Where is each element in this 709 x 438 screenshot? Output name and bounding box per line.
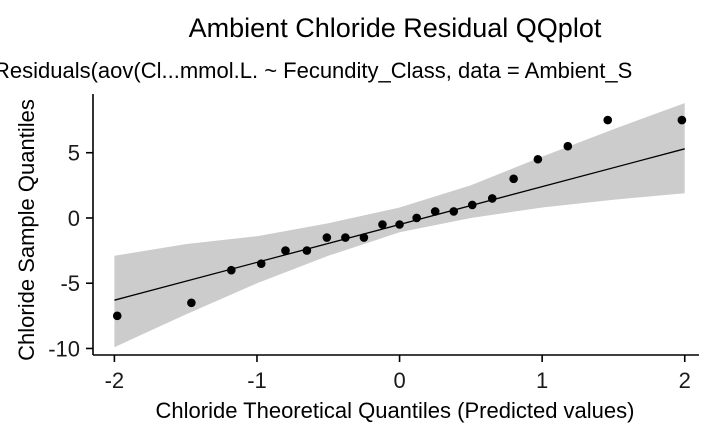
- y-tick-label: 5: [68, 141, 80, 166]
- y-tick-label: -5: [60, 271, 80, 296]
- data-point: [281, 246, 290, 255]
- data-point: [302, 246, 312, 255]
- data-point: [487, 194, 497, 203]
- data-point: [563, 141, 573, 151]
- y-ticks: -10 -5 0 5: [48, 141, 93, 361]
- x-tick-label: 1: [536, 368, 548, 393]
- data-point: [322, 233, 332, 242]
- data-point: [412, 213, 421, 223]
- y-tick-label: 0: [68, 206, 80, 231]
- data-point: [449, 207, 459, 216]
- data-point: [359, 233, 369, 242]
- data-point: [533, 154, 543, 164]
- data-point: [467, 200, 477, 210]
- data-point: [395, 220, 404, 229]
- chart-title: Ambient Chloride Residual QQplot: [189, 13, 602, 43]
- x-axis-label: Chloride Theoretical Quantiles (Predicte…: [156, 398, 635, 423]
- data-point: [341, 233, 350, 242]
- data-point: [378, 220, 387, 229]
- points-layer: [112, 115, 687, 321]
- x-tick-label: -1: [247, 368, 267, 393]
- data-point: [112, 311, 122, 321]
- data-point: [677, 115, 687, 125]
- y-axis-label: Chloride Sample Quantiles: [14, 99, 39, 361]
- data-point: [509, 174, 518, 184]
- y-tick-label: -10: [48, 336, 80, 361]
- data-point: [256, 259, 266, 268]
- data-point: [187, 298, 196, 308]
- x-ticks: -2 -1 0 1 2: [105, 355, 691, 393]
- data-point: [603, 115, 613, 125]
- chart-subtitle: Residuals(aov(Cl...mmol.L. ~ Fecundity_C…: [0, 58, 632, 83]
- x-tick-label: -2: [105, 368, 125, 393]
- x-tick-label: 2: [679, 368, 691, 393]
- data-point: [227, 265, 236, 275]
- data-point: [430, 207, 440, 216]
- x-tick-label: 0: [393, 368, 405, 393]
